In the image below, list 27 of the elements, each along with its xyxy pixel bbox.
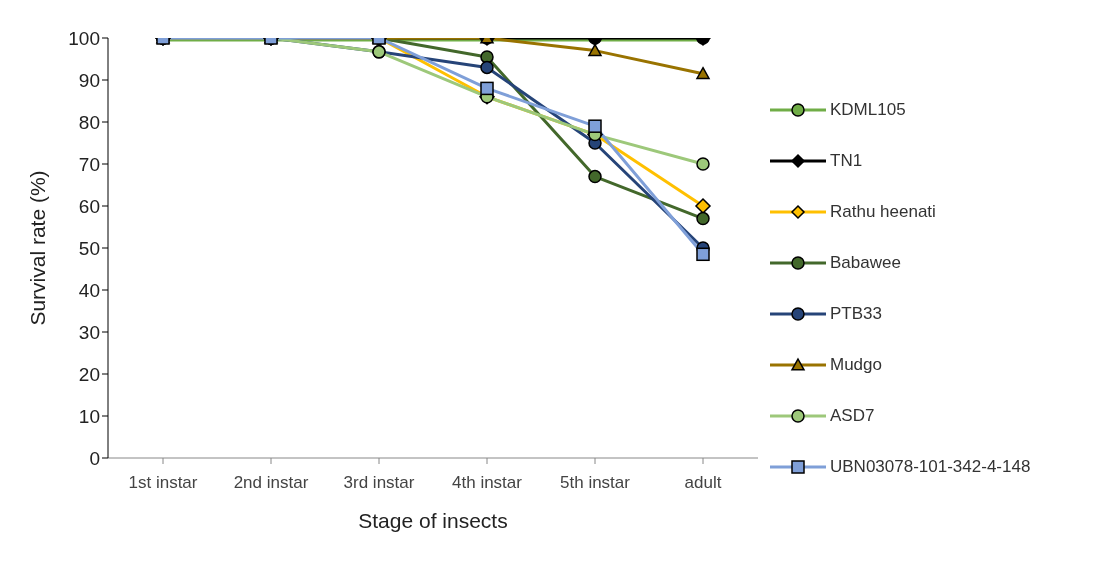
x-tick-label: 5th instar [560,473,631,493]
legend-label: Mudgo [830,354,882,375]
legend-label: Rathu heenati [830,201,936,222]
legend-label: ASD7 [830,405,875,426]
y-axis-title: Survival rate (%) [26,170,50,326]
legend-label: TN1 [830,150,863,171]
x-tick-label: adult [684,473,722,493]
x-tick-label: 3rd instar [343,473,415,493]
y-tick-label: 30 [78,321,100,343]
legend-label: UBN03078-101-342-4-148 [830,456,1031,477]
legend-label: PTB33 [830,303,882,324]
y-tick-label: 60 [78,195,100,217]
y-tick-label: 10 [78,405,100,427]
y-tick-label: 40 [78,279,100,301]
y-tick-label: 20 [78,363,100,385]
x-tick-label: 4th instar [452,473,523,493]
y-tick-label: 100 [68,27,100,49]
x-tick-label: 2nd instar [233,473,309,493]
x-tick-label: 1st instar [128,473,198,493]
y-tick-label: 0 [89,447,100,469]
x-axis-title: Stage of insects [358,509,508,532]
legend-label: KDML105 [830,99,906,120]
y-tick-label: 90 [78,69,100,91]
y-tick-label: 80 [78,111,100,133]
legend-label: Babawee [830,252,901,273]
y-tick-label: 50 [78,237,100,259]
y-tick-label: 70 [78,153,100,175]
